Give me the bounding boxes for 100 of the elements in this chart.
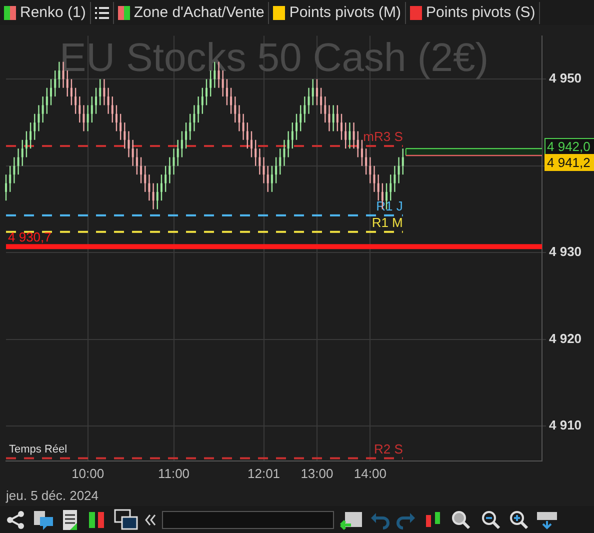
candlestick xyxy=(340,113,343,140)
candlestick xyxy=(30,122,32,150)
candlestick xyxy=(189,113,192,140)
candlestick xyxy=(95,87,98,114)
candlestick xyxy=(390,174,392,202)
candlestick xyxy=(254,139,257,166)
candlestick xyxy=(50,78,52,106)
y-tick-label: 4 930 xyxy=(549,244,582,260)
candlestick xyxy=(344,122,347,150)
candlestick xyxy=(246,122,248,150)
candlestick xyxy=(312,78,314,106)
candlestick xyxy=(124,122,126,150)
candlestick xyxy=(266,165,269,193)
x-tick-label: 10:00 xyxy=(72,466,104,482)
candlestick xyxy=(324,96,326,124)
candlestick xyxy=(360,139,363,166)
candlestick xyxy=(58,61,60,88)
candlestick xyxy=(348,122,351,150)
candlestick xyxy=(201,87,204,114)
candlestick xyxy=(176,139,179,166)
candlestick xyxy=(242,113,244,140)
ref-line-label: 4 930,7 xyxy=(8,230,52,245)
candlestick xyxy=(144,165,146,193)
candlestick xyxy=(356,130,359,158)
ref-line-label: 4 941,2 xyxy=(547,155,590,170)
candlestick xyxy=(17,148,20,176)
candlestick xyxy=(287,130,290,158)
candlestick xyxy=(197,96,200,124)
candlestick xyxy=(132,139,134,166)
candlestick xyxy=(120,113,122,140)
candlestick xyxy=(78,96,81,124)
ref-line-label: mR3 S xyxy=(363,129,404,144)
candlestick xyxy=(34,113,36,140)
candlestick xyxy=(111,96,114,124)
candlestick xyxy=(21,139,24,166)
candlestick xyxy=(86,104,89,132)
text: Zone d'Achat/Vente xyxy=(134,4,264,21)
candlestick xyxy=(5,174,7,202)
ref-line-label: R1 M xyxy=(372,214,403,230)
candlestick xyxy=(230,87,232,114)
candlestick xyxy=(365,148,368,176)
candlestick xyxy=(90,96,93,124)
y-tick-label: 4 920 xyxy=(549,330,582,346)
candlestick xyxy=(172,148,175,176)
candlestick xyxy=(9,165,12,193)
candlestick xyxy=(99,78,102,106)
candlestick xyxy=(185,122,188,150)
candlestick xyxy=(160,174,162,202)
candlestick xyxy=(270,165,273,193)
candlestick xyxy=(352,122,355,150)
candlestick xyxy=(152,182,154,210)
candlestick xyxy=(394,165,396,193)
candlestick xyxy=(275,156,278,184)
text: Renko (1) xyxy=(20,4,86,21)
candlestick xyxy=(300,104,302,132)
candlestick xyxy=(13,156,16,184)
candlestick xyxy=(62,61,64,88)
candlestick xyxy=(250,130,252,158)
candlestick xyxy=(373,165,376,193)
candlestick xyxy=(82,104,85,132)
candlestick xyxy=(168,156,171,184)
candlestick xyxy=(238,104,240,132)
candlestick xyxy=(140,156,142,184)
candlestick xyxy=(193,104,196,132)
candlestick xyxy=(107,87,110,114)
candlestick xyxy=(70,78,72,106)
candlestick xyxy=(320,87,322,114)
x-tick-label: 12:01 xyxy=(248,466,280,482)
candlestick xyxy=(262,156,265,184)
candlestick xyxy=(156,182,158,210)
text: Points pivots (M) xyxy=(289,4,402,21)
candlestick xyxy=(279,148,282,176)
candlestick xyxy=(222,70,224,98)
x-tick-label: 13:00 xyxy=(300,466,334,482)
candlestick xyxy=(328,104,330,132)
candlestick xyxy=(46,87,48,114)
candlestick xyxy=(210,70,212,98)
candlestick xyxy=(336,104,338,132)
candlestick xyxy=(38,104,40,132)
candlestick xyxy=(136,148,138,176)
candlestick xyxy=(377,174,380,202)
candlestick xyxy=(316,78,318,106)
candlestick xyxy=(304,96,306,124)
candlestick xyxy=(402,148,404,176)
ref-line-label: 4 942,0 xyxy=(547,139,590,154)
candlestick xyxy=(258,148,261,176)
candlestick xyxy=(74,87,77,114)
annotation: Temps Réel xyxy=(9,443,68,456)
candlestick xyxy=(283,139,286,166)
candlestick xyxy=(128,130,130,158)
candlestick xyxy=(398,156,400,184)
candlestick xyxy=(115,104,118,132)
x-tick-label: 11:00 xyxy=(158,466,190,482)
candlestick xyxy=(164,165,167,193)
candlestick xyxy=(54,70,56,98)
candlestick xyxy=(148,174,150,202)
candlestick xyxy=(296,113,298,140)
candlestick xyxy=(226,78,228,106)
x-axis-title: jeu. 5 déc. 2024 xyxy=(5,488,99,503)
candlestick xyxy=(205,78,208,106)
